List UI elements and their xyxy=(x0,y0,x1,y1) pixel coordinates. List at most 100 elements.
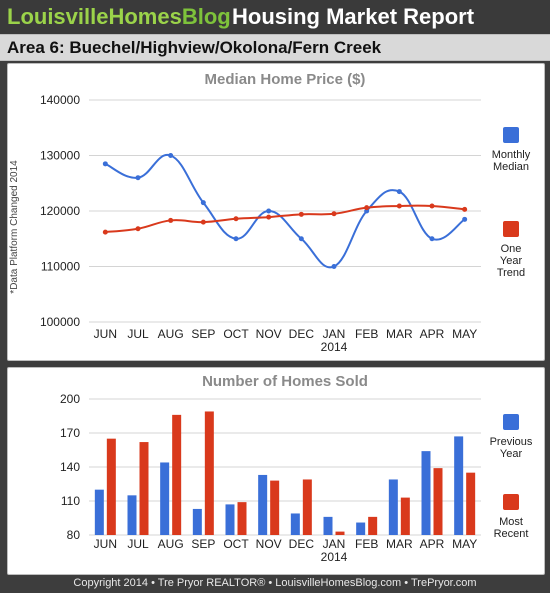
legend-label: Year xyxy=(500,448,523,460)
legend-label: Most xyxy=(499,516,523,528)
legend-label: Monthly xyxy=(492,149,531,161)
x-tick-label: FEB xyxy=(355,537,378,551)
bar xyxy=(139,442,149,535)
data-point xyxy=(168,153,174,158)
bar xyxy=(270,480,280,535)
homes-sold-chart: Number of Homes Sold 80 110 140 170 200 JUN JUL… xyxy=(60,373,533,564)
legend-label: Year xyxy=(500,255,523,267)
site-logo[interactable]: LouisvilleHomesBlog xyxy=(7,4,231,30)
y-tick-label: 140 xyxy=(60,460,80,474)
data-point xyxy=(331,264,337,269)
data-point xyxy=(135,175,141,181)
bar xyxy=(356,522,366,535)
legend-label: Previous xyxy=(490,436,533,448)
x-tick-sublabel: 2014 xyxy=(321,550,348,564)
bar xyxy=(400,497,410,535)
x-tick-sublabel: 2014 xyxy=(321,340,348,354)
x-tick-label: AUG xyxy=(158,327,184,341)
legend-label: Recent xyxy=(494,528,529,540)
brand-name: LouisvilleHomes xyxy=(7,4,182,29)
x-tick-label: MAR xyxy=(386,327,413,341)
bar xyxy=(106,438,116,535)
y-tick-label: 110 xyxy=(61,494,80,508)
y-tick-label: 140000 xyxy=(40,93,80,107)
data-point xyxy=(429,203,435,209)
data-point xyxy=(102,229,108,235)
chart-title: Number of Homes Sold xyxy=(202,373,368,390)
y-tick-label: 200 xyxy=(60,392,80,406)
x-tick-label: JUL xyxy=(127,327,149,341)
y-tick-label: 130000 xyxy=(40,149,80,163)
data-point xyxy=(364,205,370,211)
data-point xyxy=(233,236,239,242)
legend-swatch xyxy=(503,414,519,430)
data-point xyxy=(266,214,272,220)
data-point xyxy=(396,189,402,195)
bar xyxy=(160,462,170,535)
x-tick-label: DEC xyxy=(289,537,315,551)
bar xyxy=(204,411,214,535)
x-tick-label: JUN xyxy=(94,537,117,551)
data-point xyxy=(200,219,206,225)
data-point xyxy=(462,216,468,222)
x-tick-label: DEC xyxy=(289,327,315,341)
x-tick-label: JAN xyxy=(323,537,346,551)
bar xyxy=(335,531,345,535)
x-tick-label: SEP xyxy=(191,327,215,341)
bar xyxy=(258,474,268,535)
footer-copyright: Copyright 2014 • Tre Pryor REALTOR® • Lo… xyxy=(73,577,477,589)
bar xyxy=(368,516,378,535)
bar xyxy=(302,479,312,535)
brand-suffix: Blog xyxy=(181,4,231,29)
bar xyxy=(433,468,443,535)
x-tick-label: MAY xyxy=(452,327,477,341)
data-point xyxy=(331,211,337,217)
legend-swatch xyxy=(503,221,519,237)
bar xyxy=(421,451,431,535)
x-tick-label: AUG xyxy=(158,537,184,551)
bar xyxy=(237,502,247,535)
legend-label: One xyxy=(501,243,522,255)
y-tick-label: 80 xyxy=(67,528,81,542)
x-tick-label: OCT xyxy=(223,537,249,551)
data-point xyxy=(396,203,402,209)
report-title: Housing Market Report xyxy=(232,4,475,29)
y-tick-label: 110000 xyxy=(41,260,80,274)
data-point xyxy=(168,217,174,223)
data-point xyxy=(200,200,206,206)
homes-sold-panel: Number of Homes Sold 80 110 140 170 200 JUN JUL… xyxy=(7,367,545,575)
bar xyxy=(466,472,476,535)
x-tick-label: OCT xyxy=(223,327,249,341)
data-point xyxy=(298,211,304,217)
bar xyxy=(290,513,300,535)
y-tick-label: 100000 xyxy=(40,315,80,329)
data-point xyxy=(233,216,239,222)
side-note: *Data Platform Changed 2014 xyxy=(9,160,20,294)
data-point xyxy=(266,208,272,214)
x-tick-label: NOV xyxy=(256,327,282,341)
x-tick-label: JAN xyxy=(323,327,346,341)
chart-title: Median Home Price ($) xyxy=(205,71,366,88)
y-tick-label: 170 xyxy=(60,426,80,440)
bar xyxy=(127,495,137,535)
x-tick-label: MAR xyxy=(386,537,413,551)
bar xyxy=(192,508,202,535)
x-tick-label: JUL xyxy=(127,537,149,551)
median-price-chart: Median Home Price ($) 100000 110000 120000 1… xyxy=(9,71,531,354)
x-tick-label: JUN xyxy=(94,327,117,341)
data-point xyxy=(135,226,141,232)
bar xyxy=(172,414,182,535)
area-bar: Area 6: Buechel/Highview/Okolona/Fern Cr… xyxy=(0,34,550,61)
bar xyxy=(323,516,333,535)
x-tick-label: APR xyxy=(420,327,445,341)
data-point xyxy=(298,236,304,242)
data-point xyxy=(462,206,468,212)
bar xyxy=(225,504,235,535)
legend-label: Median xyxy=(493,161,529,173)
legend-label: Trend xyxy=(497,267,525,279)
x-tick-label: MAY xyxy=(452,537,477,551)
x-tick-label: SEP xyxy=(191,537,215,551)
bar xyxy=(388,479,398,535)
x-tick-label: APR xyxy=(420,537,445,551)
legend-swatch xyxy=(503,494,519,510)
